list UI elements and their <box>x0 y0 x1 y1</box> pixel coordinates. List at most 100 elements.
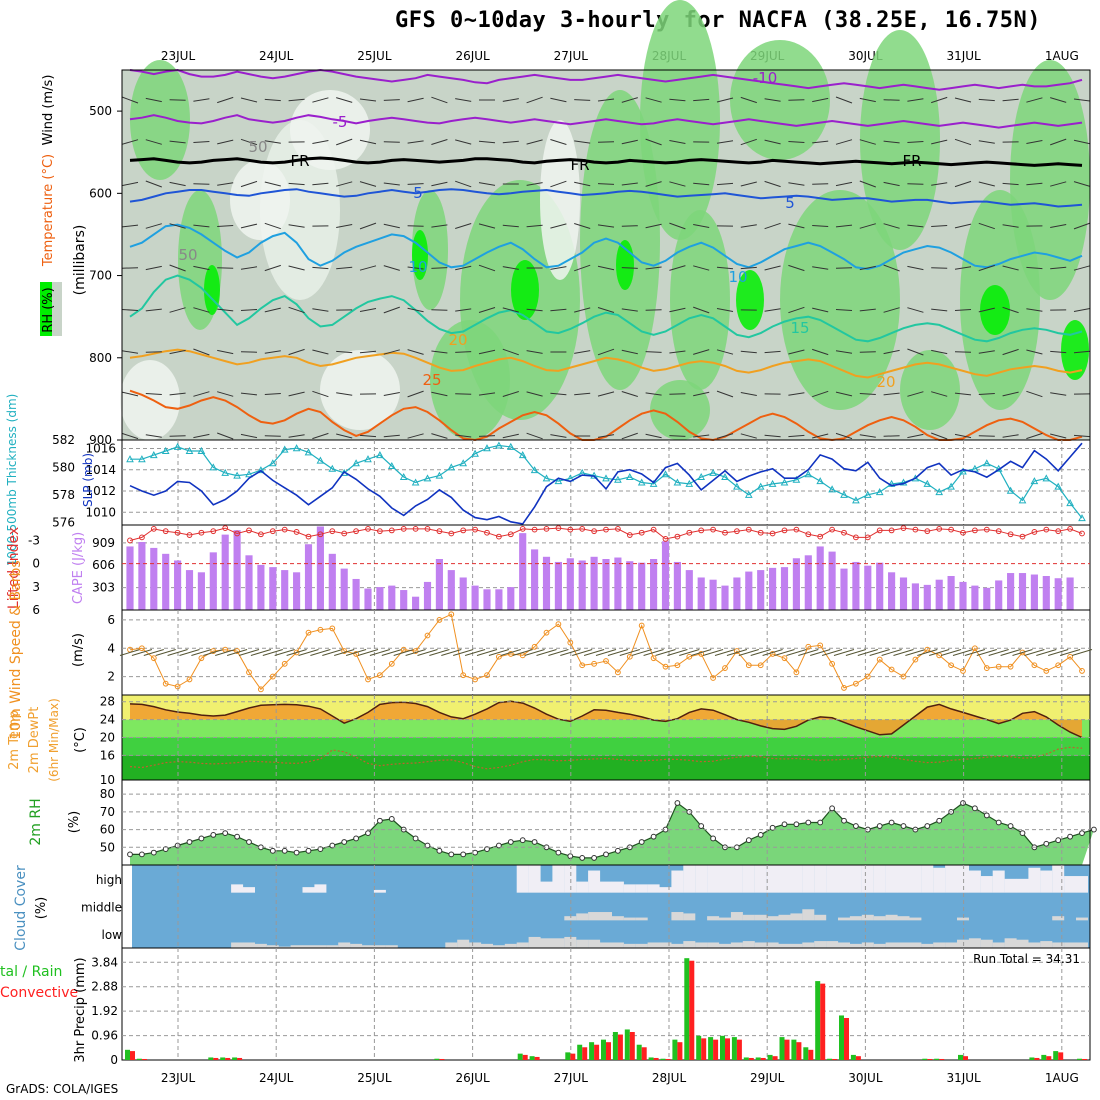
lifted-index-point <box>1043 526 1050 533</box>
lifted-index-point <box>341 530 348 537</box>
cloud-cell-high <box>623 884 636 893</box>
rh-point <box>888 819 895 826</box>
rh-point <box>1079 830 1085 837</box>
temp-band <box>122 719 1090 738</box>
lifted-index-point <box>757 529 764 536</box>
cloud-cell-low <box>1076 942 1088 948</box>
wind-speed-point <box>995 663 1002 670</box>
lifted-index-point <box>686 529 693 536</box>
wind-barb <box>193 433 210 439</box>
wind-barb <box>336 392 353 396</box>
cloud-cell-high <box>314 884 327 893</box>
cloud-cell-high <box>1028 867 1041 893</box>
cloud-cell-low <box>338 942 351 948</box>
wind-barb <box>931 308 948 312</box>
thickness-point <box>863 490 872 498</box>
cloud-cell-middle <box>576 913 589 921</box>
cape-bar <box>150 547 158 610</box>
wind-barb <box>607 649 629 656</box>
wind-barb <box>288 348 305 356</box>
cloud-cell-low <box>909 942 922 948</box>
wind-barb <box>645 223 662 229</box>
cloud-cell-high <box>719 865 731 893</box>
wind-barb <box>1050 266 1067 270</box>
cloud-cell-low <box>838 942 850 948</box>
wind-barb <box>859 393 876 395</box>
cloud-cell-high <box>659 887 672 893</box>
thickness-point <box>637 478 646 486</box>
cape-bar <box>162 553 170 610</box>
cloud-cell-middle <box>1076 917 1088 921</box>
cloud-cell-high <box>730 865 743 893</box>
thickness-point <box>804 470 813 478</box>
cloud-cell-low <box>647 942 660 948</box>
wind-barb <box>264 350 281 354</box>
rh-point <box>591 855 597 861</box>
cape-bar <box>495 589 503 610</box>
thickness-line <box>130 444 1083 519</box>
cloud-cell-middle <box>1052 916 1065 921</box>
wind-barb <box>574 264 591 272</box>
cape-bar <box>400 590 408 610</box>
precip-tick: 2.88 <box>91 980 118 994</box>
precip-total-bar <box>1077 1058 1082 1060</box>
wind-barb <box>764 350 781 354</box>
wind-speed-point <box>365 676 371 683</box>
contour-label: 20 <box>448 331 467 349</box>
cloud-cell-low <box>885 942 898 948</box>
lifted-index-point <box>448 530 455 537</box>
cloud-cell-low <box>528 936 541 948</box>
rh-point <box>638 839 645 845</box>
cloud-cell-high <box>611 881 624 893</box>
wind-barb <box>669 393 686 395</box>
upper-y-tick: 700 <box>89 269 112 283</box>
wind-barb <box>407 349 424 355</box>
rh-point <box>793 821 800 828</box>
wind-barb <box>907 433 924 439</box>
wind-barb <box>145 308 162 312</box>
wind-barb <box>788 223 805 229</box>
cloud-cell-low <box>861 942 874 948</box>
wind-barb <box>488 649 510 656</box>
wind-barb <box>645 433 662 439</box>
wind-barb <box>193 348 210 356</box>
wind-barb <box>217 225 234 227</box>
wind-speed-point <box>829 660 835 667</box>
wind-barb <box>978 264 995 272</box>
cape-bar <box>614 557 622 610</box>
cloud-cell-high <box>588 870 601 893</box>
cloud-cell-middle <box>719 917 731 921</box>
lifted-index-point <box>436 528 443 535</box>
lifted-index-point <box>377 528 383 535</box>
precip-conv-bar <box>808 1049 814 1060</box>
wind-barb <box>217 182 234 186</box>
thickness-point <box>733 482 741 490</box>
cape-bar <box>174 560 182 610</box>
wind-barb <box>359 265 377 271</box>
wind-barb <box>693 182 710 186</box>
wind-barb <box>1012 649 1033 656</box>
wind-speed-point <box>162 680 169 687</box>
cape-bar <box>340 568 348 610</box>
wind-speed-point <box>317 626 324 633</box>
wind-speed-point <box>281 660 288 667</box>
lifted-index-point <box>150 525 157 532</box>
rh-point <box>805 819 812 826</box>
wind-barb <box>693 265 710 271</box>
wind-barb <box>954 266 972 270</box>
wind-barb <box>740 392 757 396</box>
lifted-index-point <box>174 529 181 536</box>
contour-label: 10 <box>408 258 427 276</box>
cloud-cell-high <box>933 867 946 893</box>
precip-conv-bar <box>594 1044 600 1060</box>
temp-tick: 28 <box>100 695 115 709</box>
cape-bar <box>697 577 705 610</box>
temp-tick: 24 <box>100 713 115 727</box>
temperature-contour-10 <box>129 223 1083 271</box>
wind-barb <box>597 98 615 102</box>
cloud-cell-high <box>516 865 529 893</box>
wind-barb <box>859 139 876 145</box>
precip-total-bar <box>672 1039 678 1060</box>
cloud-cell-middle <box>838 917 850 921</box>
wind-speed-point <box>841 685 847 691</box>
